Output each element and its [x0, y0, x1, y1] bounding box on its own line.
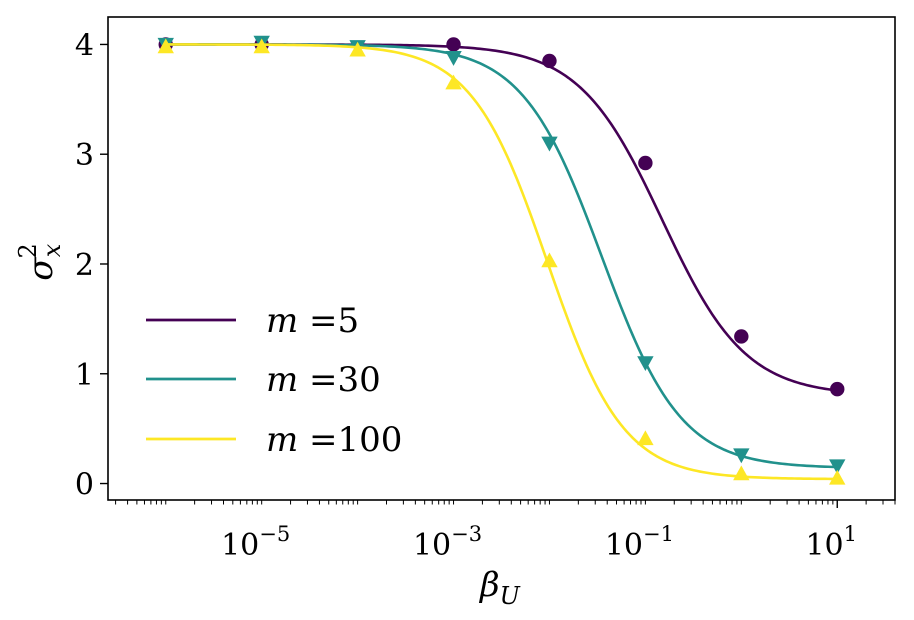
x-axis-label: βU	[478, 565, 521, 610]
series-1-point-4	[542, 53, 557, 69]
series-2-point-8	[829, 459, 846, 475]
y-tick-label: 4	[75, 28, 94, 63]
x-tick-label: 10−5	[221, 522, 290, 563]
series-2-point-7	[733, 448, 750, 464]
series-2-point-6	[637, 356, 654, 371]
x-tick-label: 10−1	[605, 522, 674, 563]
series-3-point-4	[445, 74, 462, 90]
legend-label-2: m =30	[266, 360, 381, 400]
series-3-point-7	[733, 465, 750, 481]
series-3-point-3	[349, 41, 366, 57]
x-tick-label: 101	[805, 522, 857, 563]
series-1-point-3	[446, 37, 461, 52]
series-2-point-4	[445, 51, 462, 66]
x-tick-label: 10−3	[413, 522, 482, 563]
y-tick-label: 3	[75, 138, 94, 173]
y-tick-label: 0	[75, 468, 94, 503]
series-3-point-1	[157, 38, 174, 54]
legend: m =5 m =30 m =100	[146, 301, 402, 460]
legend-label-1: m =5	[266, 301, 359, 341]
plot-frame	[107, 16, 896, 501]
series-3-point-8	[829, 469, 846, 485]
series-1-point-6	[734, 329, 749, 344]
series-line-3	[165, 43, 838, 481]
plot-area	[157, 35, 846, 485]
y-tick-label: 2	[75, 248, 94, 283]
series-2-point-5	[541, 136, 558, 152]
y-axis-label: σ2x	[14, 243, 66, 281]
series-1-point-7	[830, 381, 845, 397]
y-tick-label: 1	[75, 358, 94, 393]
legend-label-3: m =100	[266, 420, 402, 460]
svg-text:σ2x: σ2x	[14, 243, 66, 281]
series-3-point-2	[253, 38, 270, 54]
series-1-point-5	[638, 155, 653, 171]
series-3-point-5	[541, 252, 558, 268]
series-3-point-6	[637, 430, 654, 446]
